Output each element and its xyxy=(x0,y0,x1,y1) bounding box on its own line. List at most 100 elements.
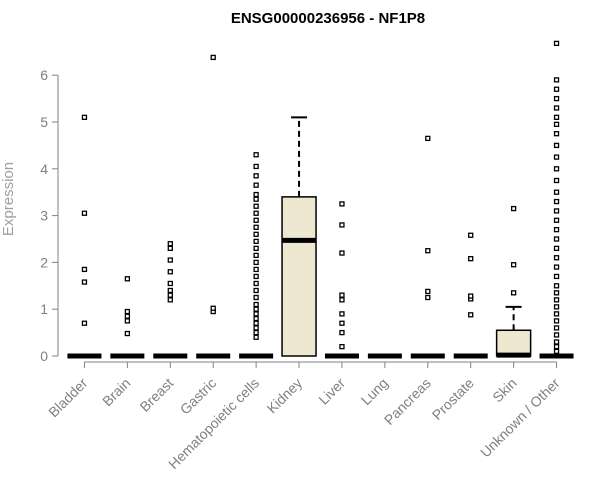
outlier-point xyxy=(81,114,88,120)
outlier-point xyxy=(425,135,431,142)
outlier-point xyxy=(553,318,560,324)
outlier-point xyxy=(468,293,474,299)
outlier-point xyxy=(553,198,560,205)
y-tick-label: 4 xyxy=(40,161,48,177)
y-tick-label: 6 xyxy=(40,67,48,83)
outlier-point xyxy=(339,297,345,303)
outlier-point xyxy=(253,182,259,188)
plot-area xyxy=(63,45,578,356)
outlier-point xyxy=(339,343,345,350)
boxes-group xyxy=(67,40,574,359)
outlier-point xyxy=(553,297,560,303)
outlier-point xyxy=(167,245,173,252)
x-tick-label: Prostate xyxy=(429,375,477,423)
outlier-point xyxy=(339,311,345,317)
outlier-point xyxy=(553,121,560,127)
outlier-point xyxy=(553,208,560,214)
outlier-point xyxy=(510,205,517,212)
outlier-point xyxy=(425,248,431,254)
x-tick-label: Lung xyxy=(358,375,391,408)
x-tick-label: Unknown / Other xyxy=(477,375,563,461)
outlier-point xyxy=(81,266,88,273)
outlier-point xyxy=(167,287,173,294)
y-axis-title: Expression xyxy=(0,162,17,236)
outlier-point xyxy=(553,131,560,137)
x-tick-label: Breast xyxy=(136,375,176,415)
outlier-point xyxy=(553,105,560,111)
outlier-point xyxy=(553,166,560,172)
outlier-point xyxy=(553,290,560,296)
box-1 xyxy=(110,276,145,359)
outlier-point xyxy=(253,259,259,266)
outlier-point xyxy=(553,154,560,160)
outlier-point xyxy=(553,177,560,184)
outlier-point xyxy=(167,292,173,298)
y-tick-label: 3 xyxy=(40,208,48,224)
outlier-point xyxy=(553,86,560,92)
box-body xyxy=(281,196,317,357)
box-5 xyxy=(281,116,317,357)
outlier-point xyxy=(553,114,560,120)
outlier-point xyxy=(253,311,259,317)
outlier-point xyxy=(81,320,88,326)
outlier-point xyxy=(124,313,131,319)
outlier-point xyxy=(124,276,131,282)
outlier-point xyxy=(253,294,259,301)
outlier-point xyxy=(553,189,560,195)
box-10 xyxy=(495,205,532,358)
outlier-point xyxy=(468,312,474,318)
outlier-point xyxy=(253,306,259,312)
x-tick-label: Gastric xyxy=(177,375,220,418)
outlier-point xyxy=(468,232,474,238)
outlier-point xyxy=(553,40,560,47)
outlier-point xyxy=(124,308,131,315)
outlier-point xyxy=(210,54,216,61)
box-8 xyxy=(410,135,445,359)
outlier-point xyxy=(553,273,560,280)
outlier-point xyxy=(167,269,173,275)
outlier-point xyxy=(553,325,560,331)
box-3 xyxy=(196,54,231,359)
outlier-point xyxy=(253,217,259,223)
y-axis: 0 1 2 3 4 5 6 xyxy=(40,67,59,364)
outlier-point xyxy=(167,297,173,303)
outlier-point xyxy=(210,305,216,311)
outlier-point xyxy=(253,203,259,209)
outlier-point xyxy=(553,95,560,102)
outlier-point xyxy=(253,163,259,170)
outlier-point xyxy=(253,315,259,322)
x-tick-label: Bladder xyxy=(45,375,91,421)
outlier-point xyxy=(553,217,560,223)
outlier-point xyxy=(553,142,560,149)
outlier-point xyxy=(553,339,560,345)
box-9 xyxy=(453,232,488,359)
x-tick-label: Liver xyxy=(315,375,348,408)
y-tick-label: 2 xyxy=(40,254,48,270)
box-11 xyxy=(539,40,574,359)
x-tick-label: Brain xyxy=(99,375,133,409)
outlier-point xyxy=(468,256,474,262)
outlier-point xyxy=(553,264,560,270)
outlier-point xyxy=(253,273,259,280)
x-tick-label: Skin xyxy=(489,375,520,406)
outlier-point xyxy=(553,245,560,252)
outlier-point xyxy=(253,245,259,252)
outlier-point xyxy=(167,241,173,247)
outlier-point xyxy=(553,332,560,338)
outlier-point xyxy=(253,325,259,331)
outlier-point xyxy=(425,294,431,301)
outlier-point xyxy=(553,236,560,242)
outlier-point xyxy=(253,210,259,216)
x-tick-label: Kidney xyxy=(264,375,306,417)
outlier-point xyxy=(339,292,345,298)
outlier-point xyxy=(339,250,345,256)
outlier-point xyxy=(253,224,259,230)
outlier-point xyxy=(339,201,345,207)
outlier-point xyxy=(81,279,88,285)
outlier-point xyxy=(253,320,259,326)
outlier-point xyxy=(339,329,345,336)
outlier-point xyxy=(553,77,560,83)
box-4 xyxy=(239,152,274,359)
outlier-point xyxy=(253,173,259,179)
